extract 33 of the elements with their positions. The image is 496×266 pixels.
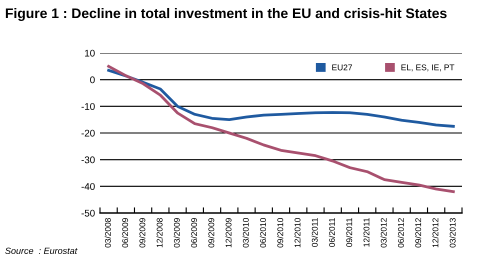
- x-tick-label: 06/2010: [260, 218, 266, 248]
- x-tick-label: 03/2008: [104, 218, 111, 248]
- x-tick-label: 09/2009: [139, 218, 146, 248]
- x-tick-label: 03/2013: [449, 218, 456, 248]
- y-tick-label: -40: [82, 183, 95, 190]
- source-note: Source : Eurostat: [5, 248, 78, 254]
- chart-title: Figure 1 : Decline in total investment in the EU and crisis-hit States: [6, 8, 447, 21]
- x-tick-label: 03/2012: [380, 218, 387, 248]
- x-tick-label: 09/2012: [415, 218, 422, 248]
- x-tick-label: 03/2011: [312, 218, 318, 247]
- legend-label: EL, ES, IE, PT: [401, 64, 454, 72]
- x-tick-label: 03/2009: [174, 218, 180, 248]
- x-tick-label: 12/2008: [156, 218, 163, 248]
- y-tick-label: 10: [85, 50, 95, 57]
- y-tick-label: -50: [82, 210, 95, 217]
- y-tick-label: 0: [90, 76, 95, 84]
- x-tick-label: 06/2009: [190, 218, 198, 248]
- x-tick-label: 12/2010: [294, 218, 300, 248]
- y-tick-label: -10: [82, 103, 95, 110]
- legend-label: EU27: [332, 64, 352, 70]
- x-tick-label: 06/2009: [122, 218, 128, 248]
- line-series: [107, 64, 455, 194]
- x-tick-label: 03/2010: [242, 218, 249, 248]
- x-tick-label: 09/2009: [208, 218, 214, 248]
- x-tick-label: 12/2009: [225, 218, 232, 248]
- x-tick-label: 12/2011: [363, 218, 370, 247]
- x-tick-label: 09/2010: [277, 218, 284, 248]
- x-tick-label: 06/2012: [398, 218, 404, 248]
- x-tick-label: 09/2011: [346, 218, 352, 247]
- y-tick-label: -30: [82, 156, 95, 164]
- x-tick-label: 12/2012: [432, 218, 438, 248]
- y-tick-label: -20: [82, 130, 95, 137]
- x-tick-label: 06/2011: [328, 218, 335, 247]
